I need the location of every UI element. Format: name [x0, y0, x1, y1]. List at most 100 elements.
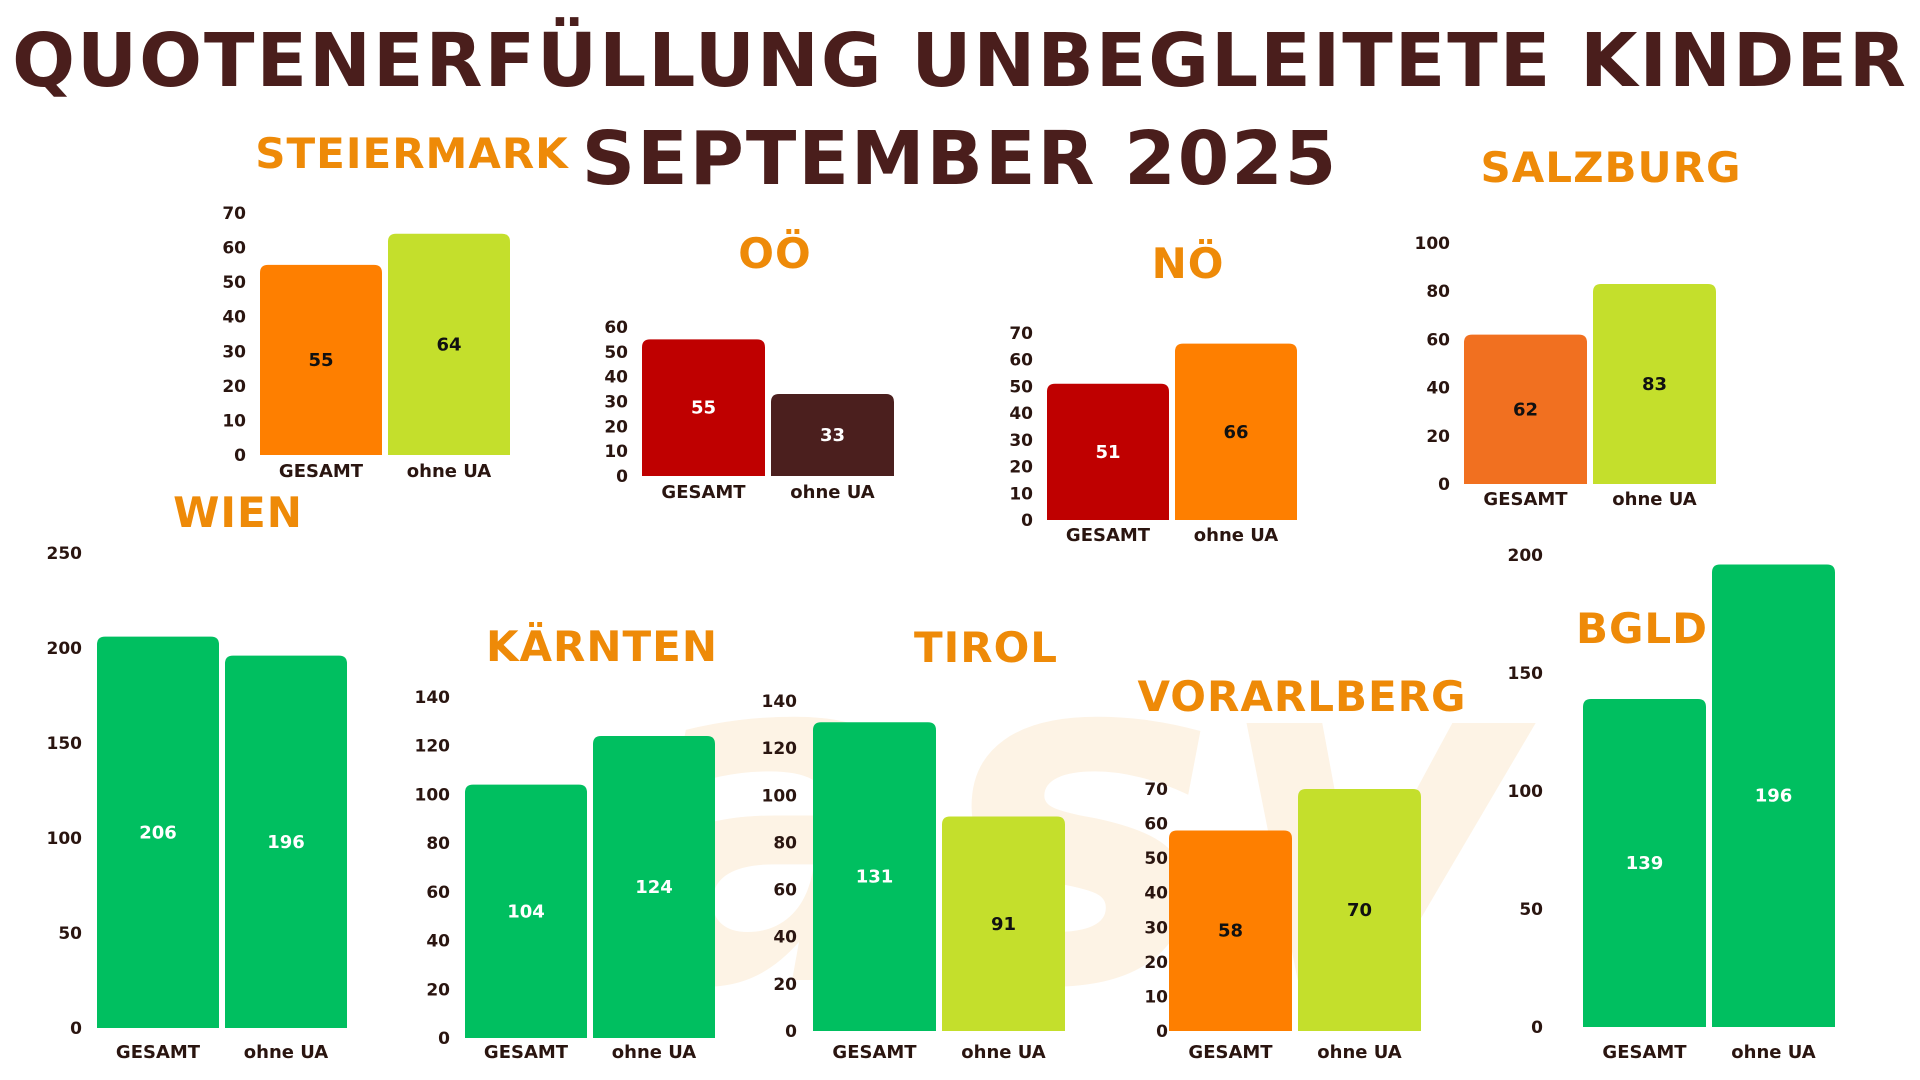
- y-tick-label: 10: [222, 411, 246, 431]
- y-tick-label: 80: [1426, 282, 1450, 302]
- y-tick-label: 0: [1531, 1018, 1543, 1038]
- y-tick-label: 0: [234, 446, 246, 466]
- category-label: GESAMT: [279, 461, 364, 482]
- y-tick-label: 40: [426, 932, 450, 952]
- y-tick-label: 50: [1519, 900, 1543, 920]
- y-tick-label: 0: [785, 1022, 797, 1042]
- data-label: 196: [267, 832, 305, 853]
- y-tick-label: 250: [47, 544, 83, 564]
- chart-title-vorarlberg: VORARLBERG: [1138, 672, 1467, 721]
- y-tick-label: 20: [1144, 953, 1168, 973]
- data-label: 70: [1347, 900, 1372, 921]
- y-tick-label: 0: [438, 1029, 450, 1049]
- bar-steiermark-ohne-ua: [388, 233, 510, 455]
- y-tick-label: 60: [426, 883, 450, 903]
- category-label: GESAMT: [1066, 525, 1151, 546]
- y-tick-label: 100: [415, 785, 451, 805]
- category-label: ohne UA: [961, 1042, 1046, 1063]
- y-tick-label: 100: [47, 829, 83, 849]
- chart-title-ooe: OÖ: [738, 228, 811, 278]
- category-label: GESAMT: [484, 1042, 569, 1063]
- category-label: GESAMT: [116, 1042, 201, 1063]
- y-tick-label: 0: [70, 1019, 82, 1039]
- y-tick-label: 120: [415, 737, 451, 757]
- y-tick-label: 20: [1426, 427, 1450, 447]
- y-tick-label: 30: [604, 393, 628, 413]
- y-tick-label: 100: [1508, 782, 1544, 802]
- bar-ooe-gesamt: [642, 339, 765, 476]
- data-label: 64: [436, 334, 461, 355]
- category-label: GESAMT: [832, 1042, 917, 1063]
- chart-salzburg: SALZBURG 0 20 40 60 80 100 62 GESAMT 83 ohne UA: [1415, 143, 1742, 510]
- data-label: 58: [1218, 921, 1243, 942]
- y-tick-label: 70: [222, 204, 246, 224]
- y-tick-label: 100: [762, 786, 798, 806]
- y-tick-label: 30: [222, 342, 246, 362]
- bar-tirol-gesamt: [813, 722, 936, 1031]
- chart-bgld: BGLD 0 50 100 150 200 139 GESAMT 196 ohne UA: [1508, 546, 1835, 1063]
- category-label: ohne UA: [1194, 525, 1279, 546]
- y-tick-label: 10: [604, 442, 628, 462]
- y-tick-label: 40: [1009, 404, 1033, 424]
- y-tick-label: 150: [47, 734, 83, 754]
- bar-kaernten-gesamt: [465, 784, 587, 1038]
- bar-tirol-ohne-ua: [942, 816, 1065, 1031]
- y-tick-label: 50: [222, 273, 246, 293]
- y-tick-label: 70: [1144, 780, 1168, 800]
- chart-title-wien: WIEN: [173, 488, 303, 537]
- y-tick-label: 100: [1415, 234, 1451, 254]
- bar-bgld-ohne-ua: [1712, 564, 1835, 1027]
- chart-ooe: OÖ 0 10 20 30 40 50 60 55 GESAMT 33 ohne UA: [604, 228, 894, 503]
- y-tick-label: 150: [1508, 664, 1544, 684]
- data-label: 104: [507, 901, 545, 922]
- category-label: ohne UA: [790, 482, 875, 503]
- y-tick-label: 200: [1508, 546, 1544, 566]
- y-tick-label: 60: [1144, 815, 1168, 835]
- category-label: ohne UA: [1731, 1042, 1816, 1063]
- y-tick-label: 80: [426, 834, 450, 854]
- y-tick-label: 40: [773, 928, 797, 948]
- bar-salzburg-gesamt: [1464, 334, 1587, 484]
- y-tick-label: 20: [1009, 458, 1033, 478]
- data-label: 83: [1642, 374, 1667, 395]
- bar-noe-ohne-ua: [1175, 343, 1297, 520]
- y-tick-label: 40: [604, 368, 628, 388]
- data-label: 55: [691, 398, 716, 419]
- y-tick-label: 200: [47, 639, 83, 659]
- y-tick-label: 0: [616, 467, 628, 487]
- bar-vorarlberg-gesamt: [1169, 830, 1292, 1031]
- category-label: ohne UA: [1317, 1042, 1402, 1063]
- chart-noe: NÖ 0 10 20 30 40 50 60 70 51 GESAMT 66 ohne UA: [1009, 238, 1297, 546]
- bar-wien-gesamt: [97, 636, 219, 1028]
- chart-vorarlberg: VORARLBERG 0 10 20 30 40 50 60 70 58 GESAMT 70 ohne …: [1138, 672, 1467, 1063]
- data-label: 196: [1755, 786, 1793, 807]
- bar-salzburg-ohne-ua: [1593, 283, 1716, 484]
- category-label: ohne UA: [1612, 489, 1697, 510]
- y-tick-label: 50: [58, 924, 82, 944]
- category-label: ohne UA: [244, 1042, 329, 1063]
- y-tick-label: 20: [604, 417, 628, 437]
- data-label: 124: [635, 877, 673, 898]
- y-tick-label: 60: [773, 881, 797, 901]
- y-tick-label: 0: [1438, 475, 1450, 495]
- data-label: 51: [1095, 442, 1120, 463]
- category-label: GESAMT: [1602, 1042, 1687, 1063]
- data-label: 55: [308, 350, 333, 371]
- y-tick-label: 50: [1144, 849, 1168, 869]
- chart-title-salzburg: SALZBURG: [1481, 143, 1742, 192]
- y-tick-label: 60: [604, 318, 628, 338]
- y-tick-label: 20: [773, 975, 797, 995]
- data-label: 62: [1513, 399, 1538, 420]
- category-label: GESAMT: [661, 482, 746, 503]
- category-label: GESAMT: [1483, 489, 1568, 510]
- y-tick-label: 30: [1009, 431, 1033, 451]
- data-label: 66: [1223, 422, 1248, 443]
- category-label: ohne UA: [612, 1042, 697, 1063]
- page-title-line1: QUOTENERFÜLLUNG UNBEGLEITETE KINDER: [12, 18, 1908, 104]
- y-tick-label: 30: [1144, 918, 1168, 938]
- chart-tirol: TIROL 0 20 40 60 80 100 120 140 131 GESAMT 91 ohne U…: [762, 623, 1065, 1063]
- category-label: GESAMT: [1188, 1042, 1273, 1063]
- chart-title-bgld: BGLD: [1576, 604, 1708, 653]
- bar-wien-ohne-ua: [225, 655, 347, 1028]
